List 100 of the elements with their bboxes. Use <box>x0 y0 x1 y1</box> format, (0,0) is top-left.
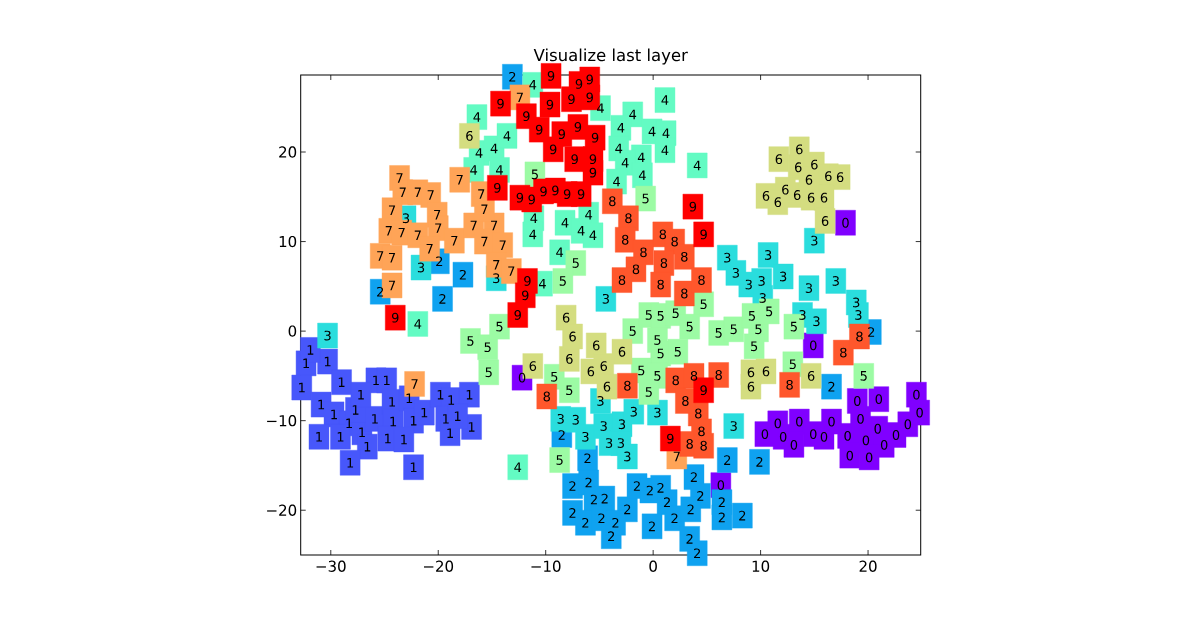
text: 7 <box>491 220 498 231</box>
text: 6 <box>811 159 818 170</box>
text: 9 <box>563 189 571 200</box>
text: 9 <box>591 132 599 143</box>
text: 3 <box>730 421 737 431</box>
text: 8 <box>690 370 698 381</box>
text: 4 <box>693 160 701 171</box>
text: 5 <box>531 169 538 180</box>
series-label: 3 <box>630 406 637 417</box>
y-tick-label: −20 <box>267 504 297 516</box>
text: 8 <box>660 258 668 268</box>
text: 5 <box>559 276 566 286</box>
text: 1 <box>421 407 428 418</box>
text: 9 <box>540 186 547 197</box>
text: 8 <box>840 347 847 358</box>
text: 4 <box>414 319 422 329</box>
text: 2 <box>590 494 597 505</box>
text: 0 <box>865 452 873 463</box>
text: 3 <box>572 414 579 425</box>
text: 8 <box>659 229 667 240</box>
text: 4 <box>662 128 670 138</box>
text: 3 <box>853 297 860 308</box>
text: 9 <box>552 185 559 196</box>
text: 2 <box>687 504 694 515</box>
text: 4 <box>621 158 629 168</box>
text: 7 <box>411 379 418 389</box>
text: 5 <box>674 346 681 357</box>
text: 2 <box>439 294 446 304</box>
text: 9 <box>497 98 504 109</box>
text: 0 <box>857 413 864 424</box>
text: 2 <box>584 453 591 464</box>
text: 9 <box>528 194 535 205</box>
text: 6 <box>807 370 815 381</box>
text: 5 <box>715 328 722 338</box>
text: 4 <box>529 80 537 90</box>
text: 8 <box>543 391 551 402</box>
text: 7 <box>481 204 488 215</box>
text: 9 <box>589 167 597 178</box>
text: 9 <box>391 312 399 323</box>
text: 1 <box>466 389 473 400</box>
text: 3 <box>417 262 425 273</box>
text: 3 <box>805 283 813 294</box>
text: 3 <box>582 431 589 442</box>
text: 1 <box>307 345 314 355</box>
text: 4 <box>495 165 503 175</box>
text: 0 <box>717 480 725 491</box>
text: 2 <box>585 477 592 488</box>
text: 9 <box>575 79 583 89</box>
text: 0 <box>880 439 888 450</box>
text: 0 <box>779 431 787 442</box>
text: 7 <box>398 227 405 238</box>
text: 2 <box>459 269 466 280</box>
text: 3 <box>624 451 631 462</box>
text: 3 <box>832 276 839 286</box>
text: 6 <box>618 346 626 357</box>
text: 5 <box>860 371 867 381</box>
text: 3 <box>617 438 625 448</box>
text: 6 <box>805 174 813 185</box>
text: 6 <box>569 331 576 342</box>
text: 4 <box>473 112 481 122</box>
text: 2 <box>718 497 725 507</box>
text: 8 <box>671 236 678 247</box>
text: 7 <box>426 243 433 254</box>
text: 1 <box>372 414 378 424</box>
text: 5 <box>790 321 797 332</box>
text: 4 <box>490 143 498 154</box>
text: 5 <box>496 321 503 332</box>
text: 4 <box>514 462 522 472</box>
text: 6 <box>466 130 473 141</box>
text: 3 <box>602 293 609 304</box>
text: 4 <box>589 230 597 241</box>
text: 8 <box>672 375 679 386</box>
text: 1 <box>468 422 475 432</box>
y-tick-label: 20 <box>279 146 297 158</box>
text: 3 <box>732 268 739 278</box>
text: 2 <box>601 493 608 504</box>
text: 2 <box>663 497 670 507</box>
text: 6 <box>592 340 600 351</box>
text: 5 <box>629 326 636 336</box>
text: 1 <box>437 389 444 400</box>
text: 1 <box>448 395 455 405</box>
text: 7 <box>427 190 434 200</box>
text: 5 <box>638 365 645 376</box>
text: 5 <box>654 335 661 345</box>
text: 9 <box>549 144 557 155</box>
text: 4 <box>556 247 564 258</box>
text: 4 <box>613 176 621 187</box>
text: 7 <box>377 251 384 261</box>
text: 0 <box>904 419 912 430</box>
text: 6 <box>820 192 828 203</box>
text: 0 <box>842 217 849 228</box>
text: 8 <box>632 264 640 275</box>
text: 7 <box>493 260 500 270</box>
text: 6 <box>821 216 829 226</box>
text: 1 <box>331 409 337 420</box>
text: 2 <box>509 71 516 82</box>
text: 1 <box>410 462 417 472</box>
text: 1 <box>443 414 449 424</box>
text: 9 <box>667 433 674 444</box>
text: 3 <box>605 438 613 448</box>
